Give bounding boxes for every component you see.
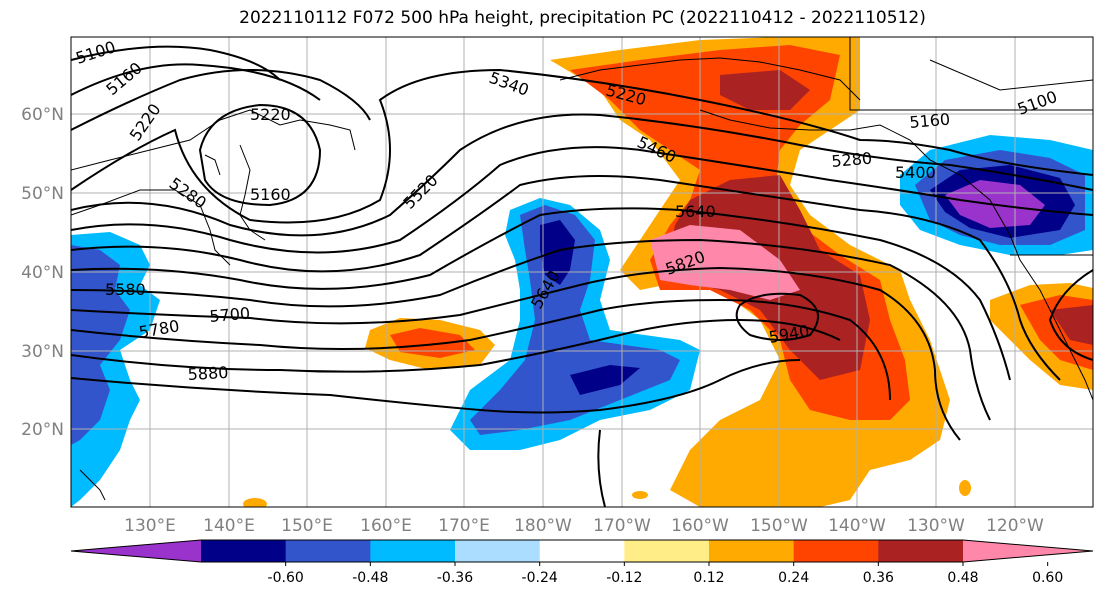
lat-label: 50°N — [21, 184, 64, 204]
map-plot-area: 5100 5160 5220 5220 5280 5160 5520 5340 … — [71, 37, 1093, 507]
colorbar-tick-label: 0.48 — [947, 570, 978, 586]
contour-label: 5640 — [675, 202, 716, 221]
lat-label: 60°N — [21, 105, 64, 125]
map-frame — [70, 36, 1094, 508]
lon-label: 160°E — [360, 516, 412, 536]
lon-label: 120°W — [986, 516, 1044, 536]
map-title: 2022110112 F072 500 hPa height, precipit… — [239, 8, 926, 28]
colorbar-segment — [624, 540, 710, 562]
lat-label: 20°N — [21, 420, 64, 440]
lat-label: 30°N — [21, 342, 64, 362]
colorbar-tick-label: -0.48 — [352, 570, 388, 586]
lat-label: 40°N — [21, 263, 64, 283]
lon-label: 170°E — [438, 516, 490, 536]
colorbar-tick-label: -0.36 — [437, 570, 473, 586]
contour-label: 5280 — [831, 149, 873, 171]
colorbar-segment — [455, 540, 541, 562]
longitude-labels: 130°E 140°E 150°E 160°E 170°E 180°W 170°… — [124, 516, 1044, 536]
lon-label: 150°W — [750, 516, 808, 536]
lon-label: 140°W — [828, 516, 886, 536]
colorbar-segment — [285, 540, 371, 562]
latitude-labels: 60°N 50°N 40°N 30°N 20°N — [21, 105, 64, 440]
lon-label: 130°E — [124, 516, 176, 536]
colorbar-segment — [539, 540, 625, 562]
contour-label: 5580 — [105, 280, 146, 299]
colorbar-segment — [370, 540, 456, 562]
colorbar-tick-label: -0.24 — [522, 570, 558, 586]
lon-label: 180°W — [514, 516, 572, 536]
contour-label: 5700 — [209, 304, 251, 326]
colorbar-segment — [963, 540, 1093, 562]
colorbar-tick-label: 0.12 — [693, 570, 724, 586]
colorbar-outline — [70, 539, 1094, 563]
lon-label: 170°W — [593, 516, 651, 536]
contour-label: 5160 — [250, 185, 291, 204]
colorbar-tick-label: 0.36 — [863, 570, 894, 586]
lon-label: 150°E — [281, 516, 333, 536]
colorbar-tick-label: 0.24 — [778, 570, 809, 586]
colorbar-tick-label: -0.60 — [268, 570, 304, 586]
colorbar-segment — [71, 540, 201, 562]
lon-label: 130°W — [907, 516, 965, 536]
height-contours — [71, 45, 1093, 507]
colorbar-segment — [793, 540, 879, 562]
colorbar-segment — [709, 540, 795, 562]
contour-label: 5880 — [187, 363, 229, 384]
contour-label: 5400 — [895, 163, 936, 182]
colorbar-segment — [878, 540, 964, 562]
colorbar-tick-label: 0.60 — [1032, 570, 1063, 586]
contour-label: 5160 — [909, 110, 951, 132]
colorbar-segment — [201, 540, 287, 562]
lon-label: 140°E — [203, 516, 255, 536]
coastlines — [71, 37, 1093, 501]
lon-label: 160°W — [671, 516, 729, 536]
contour-label: 5220 — [250, 105, 291, 124]
colorbar: -0.60 -0.48 -0.36 -0.24 -0.12 0.12 0.24 0.36 0.4… — [70, 539, 1094, 586]
colorbar-tick-label: -0.12 — [606, 570, 642, 586]
